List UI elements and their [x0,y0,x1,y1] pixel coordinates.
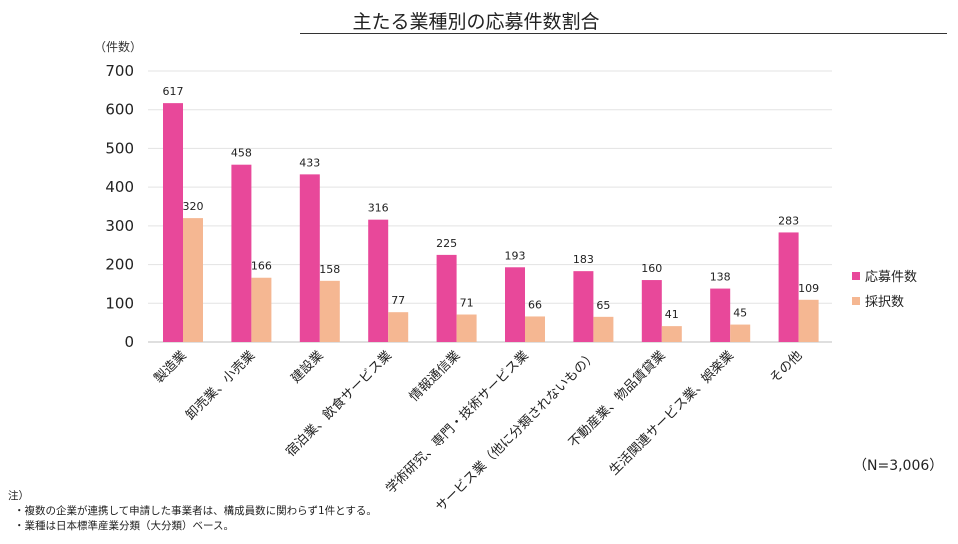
category-label: 生活関連サービス業、娯楽業 [606,348,737,479]
data-label: 138 [710,271,731,284]
data-label: 617 [163,85,184,98]
data-label: 183 [573,253,594,266]
category-label: 学術研究、専門・技術サービス業 [383,348,532,497]
bar-adoptions [730,324,751,342]
category-label: 卸売業、小売業 [183,348,259,424]
legend-swatch-applications [852,272,860,280]
bar-applications [368,219,389,342]
bar-adoptions [388,312,409,342]
y-axis-unit-label: （件数） [94,39,142,54]
category-label: 情報通信業 [406,348,463,405]
bar-adoptions [525,316,545,342]
y-tick-label: 300 [105,217,134,235]
data-label: 320 [183,200,204,213]
title-underline [300,33,947,34]
bar-adoptions [183,218,203,342]
y-tick-label: 500 [105,139,134,157]
category-label: その他 [767,348,805,386]
bar-applications [641,280,662,342]
data-label: 45 [733,307,747,320]
data-label: 160 [641,262,662,275]
data-label: 77 [391,294,405,307]
data-label: 66 [528,298,542,311]
legend-swatch-adoptions [852,297,860,305]
bar-adoptions [661,326,682,342]
data-label: 71 [460,297,474,310]
y-tick-label: 100 [105,294,134,312]
bar-applications [231,164,252,342]
footnote-heading: 注） [8,490,29,502]
bar-adoptions [319,280,340,342]
data-label: 316 [368,202,389,215]
footnote-line: ・業種は日本標準産業分類（大分類）ベース。 [14,520,234,532]
data-label: 109 [798,282,819,295]
data-label: 458 [231,147,252,160]
y-tick-label: 200 [105,256,134,274]
bar-applications [163,103,183,342]
bar-adoptions [798,299,819,342]
bar-adoptions [593,316,614,342]
data-label: 65 [596,299,610,312]
y-tick-label: 0 [124,333,134,351]
data-label: 158 [319,263,340,276]
legend-label: 応募件数 [865,270,917,285]
category-label: 製造業 [151,348,190,387]
y-tick-label: 600 [105,101,134,119]
y-tick-label: 400 [105,178,134,196]
bar-adoptions [251,277,272,342]
bar-applications [299,174,320,342]
bar-applications [436,254,457,342]
category-label: 建設業 [288,348,327,387]
legend-label: 採択数 [865,295,904,310]
sample-size-note: （N=3,006） [853,458,944,474]
data-label: 41 [665,308,679,321]
y-tick-label: 700 [105,62,134,80]
chart-title: 主たる業種別の応募件数割合 [352,11,600,33]
data-label: 433 [299,156,320,169]
data-label: 193 [505,249,526,262]
data-label: 225 [436,237,457,250]
footnotes: 注） ・複数の企業が連携して申請した事業者は、構成員数に関わらず1件とする。 ・… [8,489,377,534]
footnote-line: ・複数の企業が連携して申請した事業者は、構成員数に関わらず1件とする。 [14,505,377,517]
data-label: 166 [251,260,272,273]
bar-adoptions [456,314,477,342]
bar-applications [505,267,525,342]
bar-applications [710,288,731,342]
data-label: 283 [778,214,799,227]
bar-applications [778,232,799,342]
bar-applications [573,271,594,342]
